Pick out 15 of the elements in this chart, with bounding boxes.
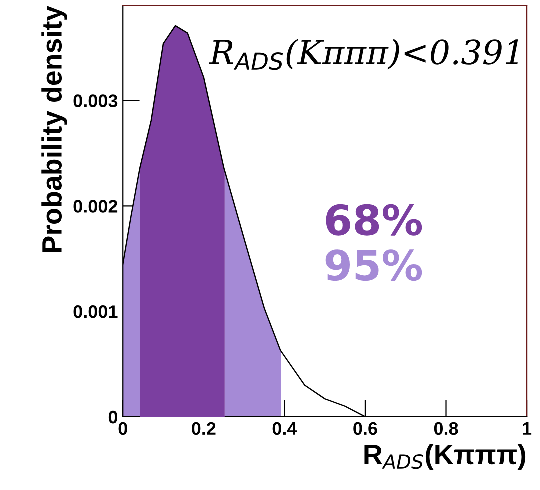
annotation: R$_{ADS}$(Kπππ)<0.391 [209,39,518,70]
y-tick-label: 0 [108,410,118,424]
x-axis-title: R$_{ADS}$(Kπππ) [364,444,526,470]
x-tick-label: 0.4 [272,422,298,436]
x-tick-label: 0 [118,422,128,436]
x-tick-label: 0.6 [354,422,378,436]
text: 68% [326,204,422,236]
y-axis-title: Probability density [42,6,68,253]
x-tick-label: 0.8 [434,422,458,436]
series-label: 95% [326,250,422,282]
y-tick-label: 0.001 [74,306,118,318]
y-tick-label: 0.003 [74,94,118,108]
x-tick-label: 1 [523,422,532,435]
x-tick-label: 0.2 [192,422,216,436]
y-tick-label: 0.002 [74,200,118,213]
